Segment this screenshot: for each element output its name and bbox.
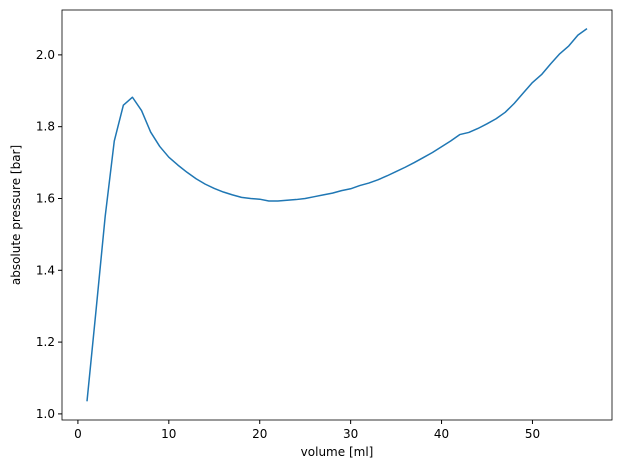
- x-tick-label: 0: [74, 427, 82, 441]
- plot-frame: [61, 9, 613, 421]
- y-tick-label: 1.2: [36, 335, 55, 349]
- y-axis-label: absolute pressure [bar]: [9, 145, 23, 285]
- x-tick-label: 10: [161, 427, 176, 441]
- y-tick-label: 2.0: [36, 48, 55, 62]
- x-tick-label: 50: [525, 427, 540, 441]
- data-line: [86, 28, 588, 402]
- x-tick-label: 40: [434, 427, 449, 441]
- y-tick-label: 1.0: [36, 407, 55, 421]
- y-tick-label: 1.6: [36, 191, 55, 205]
- y-tick-label: 1.4: [36, 263, 55, 277]
- x-axis-label: volume [ml]: [301, 445, 374, 459]
- x-tick-label: 30: [343, 427, 358, 441]
- x-tick-label: 20: [252, 427, 267, 441]
- y-tick-label: 1.8: [36, 120, 55, 134]
